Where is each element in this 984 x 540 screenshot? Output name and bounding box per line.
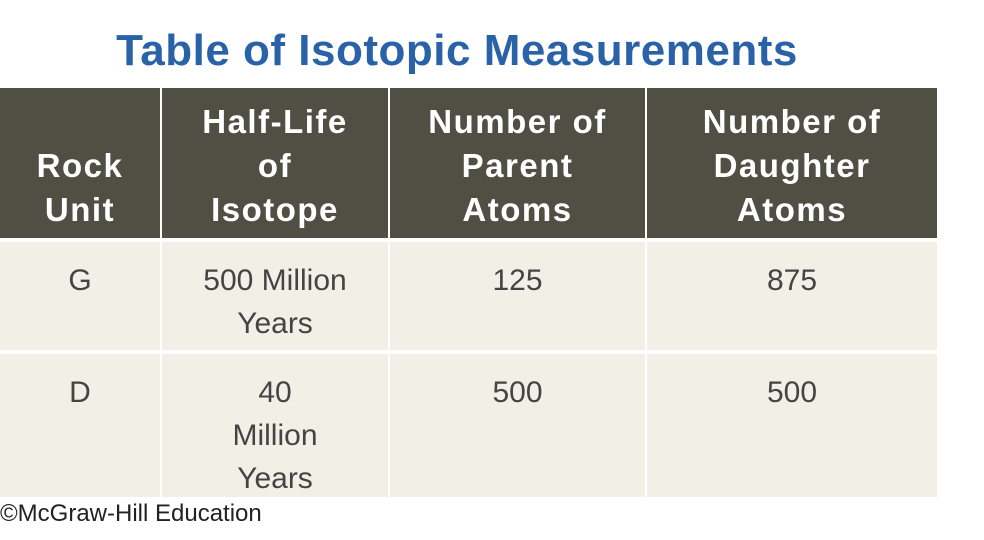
- cell-text: Atoms: [462, 191, 573, 228]
- header-cell: Rock Unit: [0, 88, 160, 238]
- cell-text: Isotope: [211, 191, 339, 228]
- cell-text: Atoms: [736, 191, 848, 228]
- header-cell: Number of Daughter Atoms: [647, 88, 937, 238]
- header-cell: Number of Parent Atoms: [390, 88, 645, 238]
- cell-text: Number of: [702, 103, 882, 140]
- table-cell: 500: [390, 354, 645, 497]
- cell-text: Half-Life: [202, 103, 348, 140]
- table-title: Table of Isotopic Measurements: [116, 26, 798, 75]
- cell-text: D: [69, 376, 91, 409]
- table-cell: 500 Million Years: [162, 242, 388, 350]
- cell-text: 500: [492, 376, 543, 409]
- table-cell: 125: [390, 242, 645, 350]
- cell-text: 40: [258, 376, 292, 409]
- cell-text: Years: [237, 307, 313, 340]
- header-cell: Half-Life of Isotope: [162, 88, 388, 238]
- cell-text: 125: [492, 264, 543, 297]
- cell-text: 500: [766, 376, 818, 409]
- cell-text: Years: [237, 462, 313, 495]
- cell-text: 500 Million: [203, 264, 347, 297]
- cell-text: Daughter: [713, 147, 871, 184]
- cell-text: G: [68, 264, 92, 297]
- cell-text: Parent: [461, 147, 574, 184]
- table-cell: G: [0, 242, 160, 350]
- cell-text: of: [257, 147, 293, 184]
- cell-text: 875: [766, 264, 818, 297]
- table-cell: 500: [647, 354, 937, 497]
- cell-text: Unit: [44, 191, 116, 228]
- table-cell: 875: [647, 242, 937, 350]
- cell-text: Rock: [36, 147, 124, 184]
- credit: ©McGraw-Hill Education: [0, 500, 262, 527]
- table-cell: 40 Million Years: [162, 354, 388, 497]
- table-cell: D: [0, 354, 160, 497]
- cell-text: Million: [232, 419, 318, 452]
- cell-text: Number of: [428, 103, 607, 140]
